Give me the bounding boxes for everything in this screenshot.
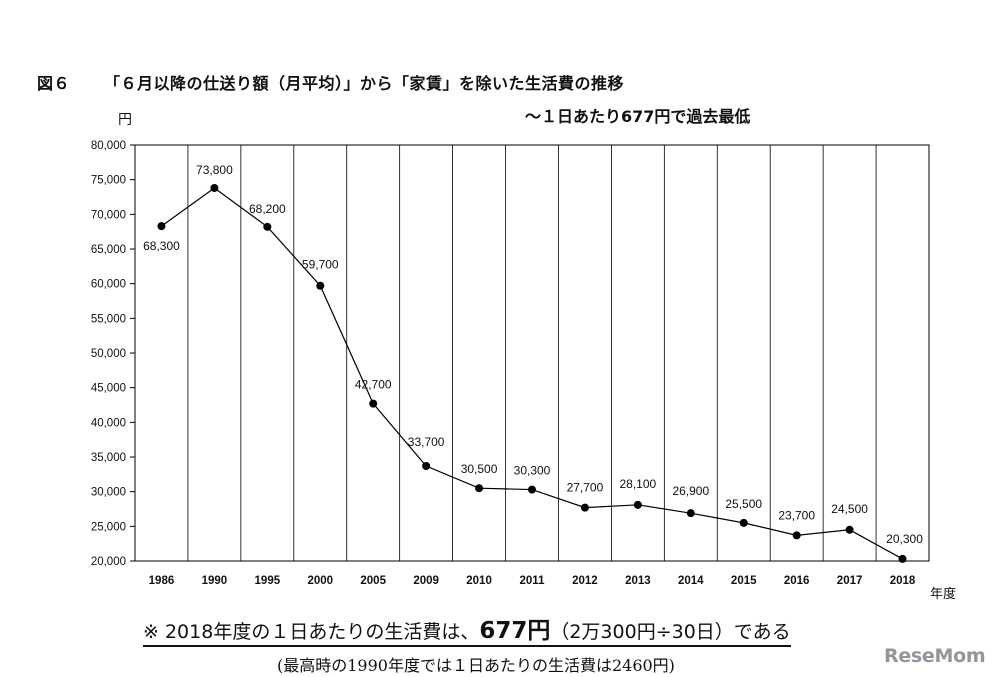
data-point: [686, 509, 695, 518]
data-point: [633, 500, 642, 509]
footnote-main-highlight: 677円: [479, 618, 551, 644]
data-point: [210, 183, 219, 192]
data-label: 73,800: [196, 163, 233, 177]
figure-label: 図６: [37, 74, 71, 93]
data-point: [157, 222, 166, 231]
y-tick-label: 25,000: [91, 521, 126, 533]
y-tick-label: 30,000: [91, 487, 126, 499]
data-point: [792, 531, 801, 540]
data-point: [475, 484, 484, 493]
figure-title-text: 「６月以降の仕送り額（月平均）」から「家賃」を除いた生活費の推移: [104, 74, 625, 93]
data-label: 30,300: [514, 464, 551, 478]
y-tick-label: 50,000: [91, 348, 126, 360]
y-tick-label: 45,000: [91, 383, 126, 395]
y-tick-label: 20,000: [91, 556, 126, 568]
y-tick-label: 65,000: [91, 244, 126, 256]
y-tick-label: 35,000: [91, 452, 126, 464]
data-point: [845, 525, 854, 534]
data-label: 27,700: [567, 481, 604, 495]
x-tick-label: 2005: [360, 575, 386, 587]
y-tick-label: 80,000: [91, 140, 126, 152]
y-tick-label: 75,000: [91, 175, 126, 187]
data-label: 28,100: [620, 477, 657, 491]
footnote-sub: (最高時の1990年度では１日あたりの生活費は2460円): [277, 656, 675, 675]
y-tick-label: 40,000: [91, 417, 126, 429]
y-axis-unit-label: 円: [118, 112, 132, 128]
chart-title: 図６ 「６月以降の仕送り額（月平均）」から「家賃」を除いた生活費の推移: [37, 70, 624, 94]
data-label: 20,300: [886, 532, 923, 546]
x-tick-label: 2012: [572, 575, 598, 587]
series-line: [161, 187, 903, 560]
data-label: 68,200: [249, 202, 286, 216]
data-label: 59,700: [302, 258, 339, 272]
data-label: 24,500: [831, 502, 868, 516]
x-tick-label: 2016: [784, 575, 810, 587]
data-point: [369, 399, 378, 408]
x-tick-label: 2009: [413, 575, 439, 587]
x-tick-label: 1986: [149, 575, 175, 587]
x-axis-unit-label: 年度: [930, 586, 956, 602]
data-point: [898, 554, 907, 563]
x-tick-label: 2014: [678, 575, 704, 587]
data-label: 42,700: [355, 378, 392, 392]
y-tick-label: 55,000: [91, 313, 126, 325]
data-label: 33,700: [408, 435, 445, 449]
data-label: 26,900: [672, 484, 709, 498]
data-point: [580, 503, 589, 512]
chart-subtitle: ～１日あたり677円で過去最低: [525, 107, 751, 126]
data-label: 68,300: [143, 239, 180, 253]
data-label: 23,700: [778, 508, 815, 522]
data-point: [739, 518, 748, 527]
data-point: [422, 462, 431, 471]
x-tick-label: 2000: [307, 575, 333, 587]
data-label: 25,500: [725, 497, 762, 511]
x-tick-label: 1990: [202, 575, 228, 587]
x-tick-label: 2017: [837, 575, 863, 587]
x-tick-label: 2015: [731, 575, 757, 587]
x-tick-label: 2018: [890, 575, 916, 587]
x-tick-label: 2011: [520, 575, 546, 587]
data-point: [528, 485, 536, 494]
x-tick-label: 1995: [255, 575, 281, 587]
x-tick-label: 2013: [625, 575, 651, 587]
resemom-logo: ReseMom: [884, 645, 986, 667]
x-tick-label: 2010: [466, 575, 492, 587]
data-point: [316, 281, 325, 290]
footnote-main: ※ 2018年度の１日あたりの生活費は、677円（2万300円÷30日）である: [143, 619, 791, 647]
footnote-main-suffix: （2万300円÷30日）である: [550, 621, 791, 643]
y-tick-label: 60,000: [91, 279, 126, 291]
footnote-main-prefix: ※ 2018年度の１日あたりの生活費は、: [143, 621, 480, 643]
data-label: 30,500: [461, 462, 498, 476]
y-tick-label: 70,000: [91, 209, 126, 221]
data-point: [263, 222, 272, 231]
